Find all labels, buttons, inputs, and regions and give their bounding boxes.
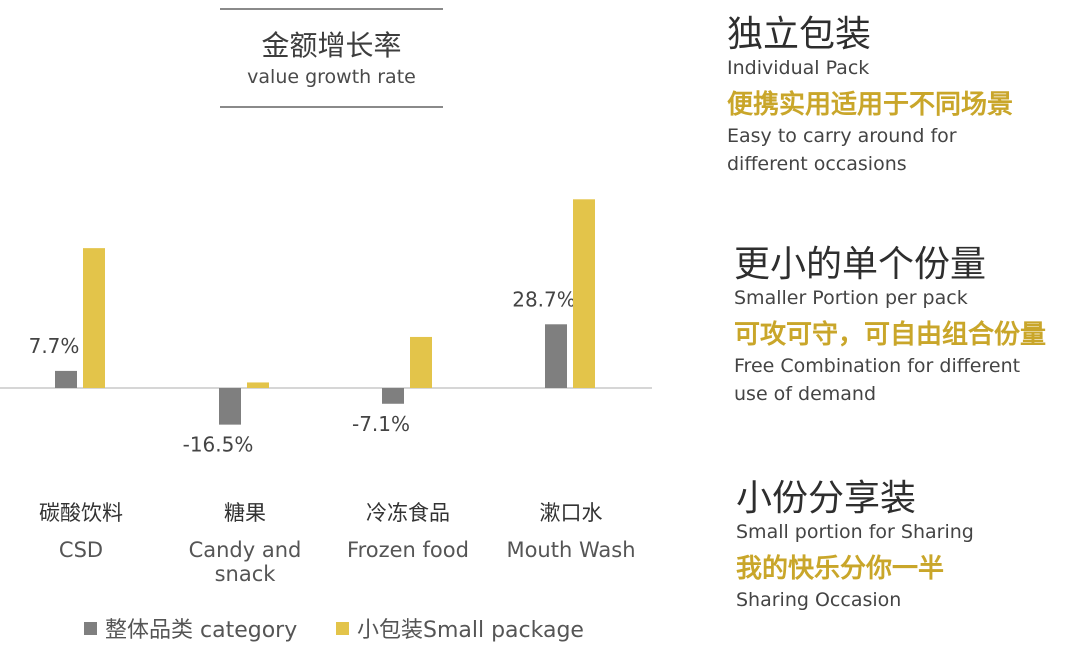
bar-chart: 7.7% -16.5% -7.1% 28.7% (0, 199, 652, 457)
feature-title-cn: 更小的单个份量 (734, 244, 987, 285)
chart-title-cn: 金额增长率 (261, 29, 402, 62)
data-label: -16.5% (183, 433, 254, 457)
bar-small-package (573, 199, 595, 388)
legend-swatch-gray (84, 621, 97, 635)
legend-item-category: 整体品类 category (84, 612, 297, 644)
feature-subtitle-cn: 我的快乐分你一半 (736, 554, 945, 584)
chart-title-en: value growth rate (247, 66, 416, 88)
legend-item-small-package: 小包装Small package (336, 612, 584, 644)
category-label-cn: 碳酸饮料 (39, 501, 123, 525)
data-label: 7.7% (29, 334, 80, 358)
bar-small-package (410, 336, 432, 388)
feature-desc-line: Easy to carry around for (727, 125, 957, 147)
feature-smaller-portion: 更小的单个份量 Smaller Portion per pack 可攻可守，可自… (734, 244, 1046, 408)
feature-sharing: 小份分享装 Small portion for Sharing 我的快乐分你一半… (736, 478, 974, 614)
category-label-cn: 漱口水 (539, 501, 603, 525)
feature-desc-line: different occasions (727, 153, 907, 175)
bar-small-package (83, 248, 105, 388)
feature-title-en: Individual Pack (727, 57, 870, 79)
chart-title-box: 金额增长率 value growth rate (220, 8, 443, 108)
bar-small-package (247, 382, 269, 388)
feature-title-en: Small portion for Sharing (736, 521, 974, 543)
category-label-en: CSD (58, 538, 104, 562)
category-label-en: Frozen food (347, 538, 469, 562)
category-label-cn: 冷冻食品 (366, 501, 450, 525)
feature-subtitle-cn: 可攻可守，可自由组合份量 (734, 320, 1047, 350)
category-label-en: Candy and snack (188, 538, 302, 586)
bar-category (545, 324, 567, 388)
feature-title-en: Smaller Portion per pack (734, 287, 968, 309)
bar-category (219, 388, 241, 425)
category-label-en: Mouth Wash (506, 538, 636, 562)
bar-category (382, 388, 404, 404)
feature-desc-line: Sharing Occasion (736, 589, 902, 611)
feature-title-cn: 小份分享装 (736, 478, 917, 519)
legend-label: 整体品类 category (105, 618, 298, 643)
feature-desc-line: use of demand (734, 383, 877, 405)
category-label-cn: 糖果 (224, 501, 266, 525)
data-label: 28.7% (512, 287, 576, 311)
legend-swatch-gold (336, 621, 349, 635)
bar-category (55, 370, 77, 388)
feature-title-cn: 独立包装 (727, 14, 872, 55)
feature-individual-pack: 独立包装 Individual Pack 便携实用适用于不同场景 Easy to… (727, 14, 1013, 178)
feature-desc-line: Free Combination for different (734, 355, 1021, 377)
feature-subtitle-cn: 便携实用适用于不同场景 (727, 90, 1014, 120)
legend-label: 小包装Small package (357, 618, 584, 643)
data-label: -7.1% (352, 412, 410, 436)
